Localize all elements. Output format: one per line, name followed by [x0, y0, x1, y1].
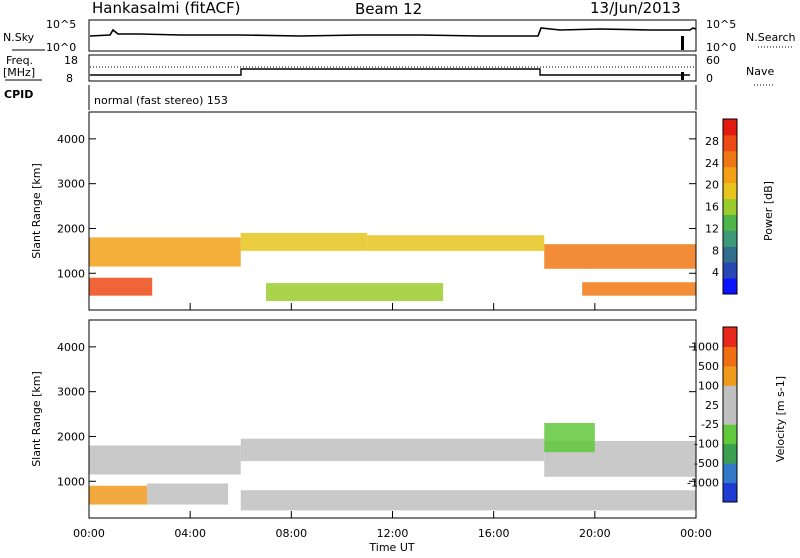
velocity-band-5 [240, 490, 696, 511]
power-colorbar-swatch-4 [723, 214, 737, 231]
cpid-label: CPID [4, 88, 33, 101]
power-colorbar-label: Power [dB] [762, 181, 775, 241]
power-colorbar-tick-0: 4 [712, 266, 719, 279]
power-colorbar-tick-5: 24 [705, 157, 719, 170]
power-ytick-label-3: 4000 [57, 133, 85, 146]
xtick-label-0: 00:00 [73, 527, 105, 540]
power-ylabel: Slant Range [km] [30, 163, 43, 259]
velocity-colorbar-label: Velocity [m s-1] [774, 376, 787, 462]
power-colorbar-swatch-10 [723, 119, 737, 136]
power-band-5 [266, 283, 444, 302]
velocity-colorbar: 1000 500 100 25 -25 -100 -500 -1000 [687, 326, 738, 503]
velocity-colorbar-tick-4: -25 [701, 418, 719, 431]
power-colorbar-swatch-9 [723, 134, 737, 152]
xtick-label-3: 12:00 [377, 527, 409, 540]
velocity-colorbar-swatch-1 [723, 463, 737, 484]
x-axis: 00:00 04:00 08:00 12:00 16:00 20:00 00:00 [73, 303, 712, 540]
station-title: Hankasalmi (fitACF) [92, 0, 240, 17]
velocity-colorbar-frame [722, 326, 738, 503]
power-band-2 [367, 235, 545, 251]
xtick-label-5: 20:00 [579, 527, 611, 540]
freq-label-line2: [MHz] [3, 66, 35, 79]
power-band-1 [240, 232, 368, 251]
power-colorbar-swatch-0 [723, 278, 737, 295]
velocity-ytick-label-3: 4000 [57, 341, 85, 354]
power-colorbar-swatch-2 [723, 246, 737, 263]
freq-label-line1: Freq. [6, 54, 33, 67]
power-band-0 [89, 237, 241, 267]
velocity-colorbar-tick-7: -1000 [687, 477, 719, 490]
beam-title: Beam 12 [355, 0, 422, 18]
xtick-label-1: 04:00 [174, 527, 206, 540]
nave-right-tick-low: 0 [706, 72, 713, 85]
power-ytick-label-1: 2000 [57, 222, 85, 235]
velocity-colorbar-swatch-4 [723, 404, 737, 425]
power-colorbar-tick-6: 28 [705, 135, 719, 148]
velocity-colorbar-tick-2: 100 [698, 379, 719, 392]
power-ytick-label-0: 1000 [57, 267, 85, 280]
velocity-colorbar-tick-6: -500 [694, 457, 719, 470]
velocity-colorbar-tick-3: 25 [705, 399, 719, 412]
freq-left-tick-high: 18 [64, 54, 78, 67]
power-colorbar-tick-4: 20 [705, 179, 719, 192]
velocity-ytick-label-0: 1000 [57, 475, 85, 488]
power-colorbar-frame [722, 118, 738, 295]
noise-right-tick-low: 10^0 [706, 41, 736, 54]
power-colorbar-swatch-8 [723, 150, 737, 168]
power-band-6 [582, 282, 696, 296]
xtick-label-6: 00:00 [680, 527, 712, 540]
velocity-colorbar-swatch-7 [723, 346, 737, 367]
power-colorbar-swatch-3 [723, 230, 737, 247]
power-band-4 [89, 277, 153, 296]
xtick-label-4: 16:00 [478, 527, 510, 540]
nave-label: Nave [746, 65, 774, 78]
power-colorbar-swatch-6 [723, 182, 737, 200]
noise-right-tick-high: 10^5 [706, 18, 736, 31]
frequency-panel: Freq. [MHz] 18 8 60 0 Nave [3, 54, 774, 86]
nave-right-tick-high: 60 [706, 54, 720, 67]
velocity-ytick-label-1: 2000 [57, 430, 85, 443]
power-ytick-label-2: 3000 [57, 178, 85, 191]
xtick-label-2: 08:00 [275, 527, 307, 540]
power-panel: 1000 2000 3000 4000 Slant Range [km] 4 8 12 16… [30, 111, 775, 311]
velocity-band-3 [89, 485, 148, 505]
cpid-text: normal (fast stereo) 153 [94, 94, 228, 107]
power-colorbar: 4 8 12 16 20 24 28 [705, 118, 738, 295]
power-colorbar-swatch-7 [723, 166, 737, 184]
freq-left-tick-low: 8 [66, 72, 73, 85]
power-colorbar-tick-1: 8 [712, 244, 719, 257]
velocity-band-0 [89, 445, 241, 475]
velocity-panel: 1000 2000 3000 4000 Slant Range [km] 1000 50… [30, 319, 787, 519]
date-title: 13/Jun/2013 [590, 0, 681, 17]
power-colorbar-swatch-1 [723, 262, 737, 279]
velocity-colorbar-tick-0: 1000 [691, 340, 719, 353]
velocity-band-4 [147, 483, 229, 505]
x-axis-label: Time UT [368, 541, 414, 554]
power-colorbar-swatch-5 [723, 198, 737, 215]
velocity-colorbar-tick-5: -100 [694, 438, 719, 451]
power-band-3 [544, 244, 696, 269]
noise-trace [89, 27, 697, 37]
velocity-band-1 [240, 438, 545, 462]
nave-trace [90, 68, 690, 76]
nsky-label: N.Sky [3, 31, 35, 44]
velocity-colorbar-swatch-3 [723, 424, 737, 445]
noise-left-tick-low: 10^0 [46, 41, 76, 54]
velocity-colorbar-swatch-2 [723, 443, 737, 464]
velocity-ylabel: Slant Range [km] [30, 371, 43, 467]
velocity-colorbar-swatch-6 [723, 365, 737, 386]
nsearch-label: N.Search [746, 31, 796, 44]
noise-left-tick-high: 10^5 [46, 18, 76, 31]
power-colorbar-tick-2: 12 [705, 222, 719, 235]
velocity-colorbar-swatch-8 [723, 327, 737, 347]
velocity-colorbar-swatch-5 [723, 385, 737, 406]
power-colorbar-tick-3: 16 [705, 201, 719, 214]
velocity-band-6 [544, 423, 595, 453]
velocity-ytick-label-2: 3000 [57, 386, 85, 399]
noise-panel: N.Sky 10^5 10^0 10^5 10^0 N.Search [3, 18, 796, 54]
velocity-colorbar-tick-1: 500 [698, 360, 719, 373]
velocity-colorbar-swatch-0 [723, 482, 737, 503]
